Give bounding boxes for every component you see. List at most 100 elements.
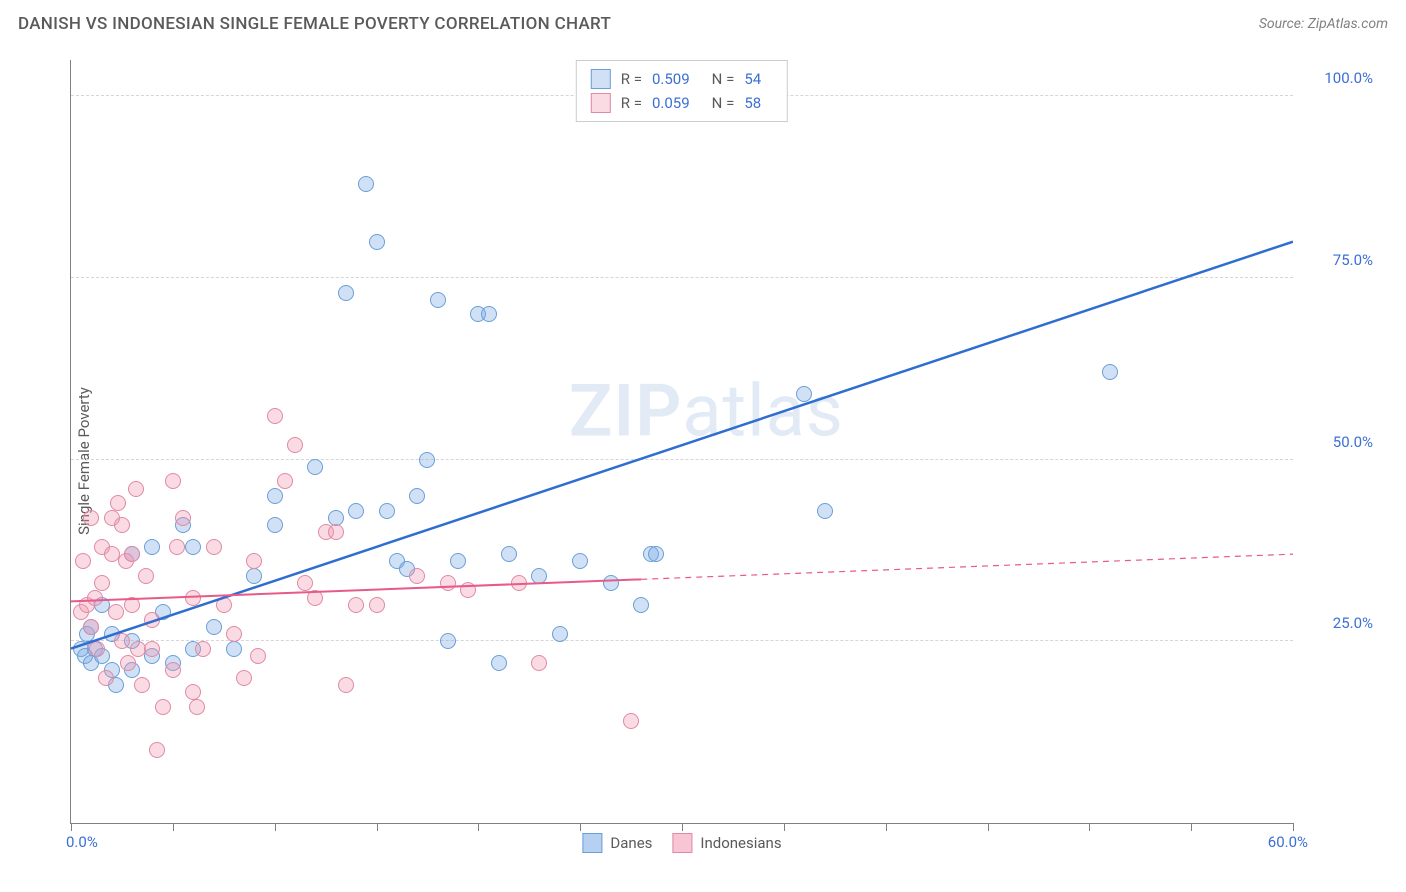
scatter-point (108, 604, 124, 620)
scatter-point (358, 176, 374, 192)
chart-header: DANISH VS INDONESIAN SINGLE FEMALE POVER… (0, 0, 1406, 42)
gridline (71, 277, 1293, 278)
scatter-point (430, 292, 446, 308)
x-axis-max: 60.0% (1268, 833, 1308, 851)
legend-swatch (672, 833, 692, 853)
scatter-point (226, 641, 242, 657)
scatter-point (169, 539, 185, 555)
legend-swatch (591, 93, 611, 113)
x-tick (580, 823, 581, 831)
scatter-point (348, 597, 364, 613)
legend-item: Indonesians (672, 833, 781, 853)
scatter-point (267, 488, 283, 504)
scatter-point (817, 503, 833, 519)
scatter-point (419, 452, 435, 468)
n-value: 58 (744, 94, 761, 112)
scatter-point (185, 590, 201, 606)
x-axis-min: 0.0% (66, 833, 98, 851)
scatter-point (440, 633, 456, 649)
scatter-point (134, 677, 150, 693)
series-legend: Danes Indonesians (582, 833, 781, 853)
x-tick (173, 823, 174, 831)
x-tick (1089, 823, 1090, 831)
scatter-point (226, 626, 242, 642)
scatter-point (155, 699, 171, 715)
plot-area: ZIPatlas R =0.509N =54R =0.059N =58 0.0%… (70, 60, 1293, 824)
scatter-point (531, 655, 547, 671)
scatter-point (460, 582, 476, 598)
scatter-point (98, 670, 114, 686)
scatter-point (185, 684, 201, 700)
scatter-point (185, 539, 201, 555)
scatter-point (348, 503, 364, 519)
scatter-point (120, 655, 136, 671)
n-label: N = (712, 70, 735, 88)
scatter-point (501, 546, 517, 562)
x-tick (682, 823, 683, 831)
scatter-point (379, 503, 395, 519)
legend-row: R = 0.509 N = 54 (591, 67, 773, 91)
scatter-point (633, 597, 649, 613)
x-tick (886, 823, 887, 831)
y-tick-label: 75.0% (1333, 251, 1373, 269)
scatter-point (338, 285, 354, 301)
scatter-point (175, 510, 191, 526)
r-label: R = (621, 70, 642, 88)
x-tick (1191, 823, 1192, 831)
x-tick (377, 823, 378, 831)
scatter-point (246, 568, 262, 584)
y-tick-label: 50.0% (1333, 433, 1373, 451)
scatter-point (83, 510, 99, 526)
scatter-point (189, 699, 205, 715)
gridline (71, 459, 1293, 460)
x-tick (1293, 823, 1294, 831)
scatter-point (623, 713, 639, 729)
scatter-point (287, 437, 303, 453)
scatter-point (144, 612, 160, 628)
scatter-point (409, 488, 425, 504)
scatter-point (250, 648, 266, 664)
scatter-point (89, 641, 105, 657)
scatter-point (307, 590, 323, 606)
scatter-point (75, 553, 91, 569)
chart-container: Single Female Poverty ZIPatlas R =0.509N… (18, 48, 1388, 874)
source-label: Source: ZipAtlas.com (1259, 16, 1388, 32)
scatter-point (297, 575, 313, 591)
scatter-point (267, 517, 283, 533)
chart-title: DANISH VS INDONESIAN SINGLE FEMALE POVER… (18, 14, 611, 34)
n-value: 54 (744, 70, 761, 88)
r-value: 0.509 (652, 70, 690, 88)
correlation-legend: R = 0.509 N = 54R = 0.059 N = 58 (576, 60, 788, 122)
r-value: 0.059 (652, 94, 690, 112)
scatter-point (83, 619, 99, 635)
scatter-point (114, 517, 130, 533)
scatter-point (450, 553, 466, 569)
y-tick-label: 25.0% (1333, 614, 1373, 632)
scatter-point (236, 670, 252, 686)
scatter-point (603, 575, 619, 591)
y-tick-label: 100.0% (1324, 69, 1373, 87)
legend-swatch (591, 69, 611, 89)
scatter-point (165, 662, 181, 678)
scatter-point (110, 495, 126, 511)
x-tick (784, 823, 785, 831)
scatter-point (206, 539, 222, 555)
scatter-point (338, 677, 354, 693)
scatter-point (511, 575, 527, 591)
scatter-point (94, 575, 110, 591)
scatter-point (552, 626, 568, 642)
scatter-point (491, 655, 507, 671)
x-tick (71, 823, 72, 831)
scatter-point (1102, 364, 1118, 380)
scatter-point (409, 568, 425, 584)
scatter-point (246, 553, 262, 569)
scatter-point (328, 524, 344, 540)
legend-label: Danes (610, 834, 652, 852)
legend-item: Danes (582, 833, 652, 853)
scatter-point (87, 590, 103, 606)
x-tick (275, 823, 276, 831)
scatter-point (124, 546, 140, 562)
scatter-point (144, 539, 160, 555)
scatter-point (138, 568, 154, 584)
scatter-point (369, 234, 385, 250)
